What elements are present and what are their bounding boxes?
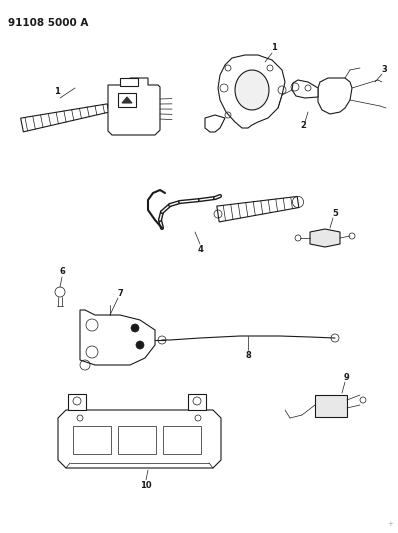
Polygon shape <box>80 310 155 365</box>
Polygon shape <box>310 229 340 247</box>
Polygon shape <box>58 410 221 468</box>
Polygon shape <box>292 80 318 98</box>
Text: 9: 9 <box>344 373 350 382</box>
Text: 2: 2 <box>300 122 306 131</box>
Polygon shape <box>218 55 285 128</box>
Bar <box>120 78 138 86</box>
Polygon shape <box>21 104 109 132</box>
Bar <box>73 426 111 454</box>
Polygon shape <box>217 197 299 222</box>
Circle shape <box>131 324 139 332</box>
Text: 6: 6 <box>59 268 65 277</box>
Text: 1: 1 <box>271 44 277 52</box>
Polygon shape <box>188 394 206 410</box>
Circle shape <box>136 341 144 349</box>
Text: 91108 5000 A: 91108 5000 A <box>8 18 88 28</box>
Bar <box>163 426 201 454</box>
Bar <box>315 395 347 417</box>
Polygon shape <box>318 78 352 114</box>
Text: 10: 10 <box>140 481 152 490</box>
Bar <box>118 93 136 107</box>
Text: 3: 3 <box>381 66 387 75</box>
Text: 8: 8 <box>245 351 251 360</box>
Bar <box>118 426 156 454</box>
Text: +: + <box>387 521 393 527</box>
Text: 5: 5 <box>332 209 338 219</box>
Polygon shape <box>122 97 132 103</box>
Text: 1: 1 <box>54 87 60 96</box>
Polygon shape <box>235 70 269 110</box>
Polygon shape <box>68 394 86 410</box>
Polygon shape <box>205 115 225 132</box>
Polygon shape <box>108 78 160 135</box>
Text: 4: 4 <box>197 246 203 254</box>
Text: 7: 7 <box>117 288 123 297</box>
